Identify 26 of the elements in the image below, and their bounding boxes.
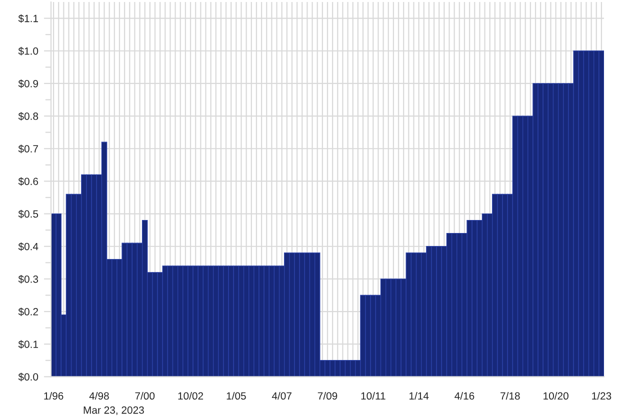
y-tick-label: $0.5 [18,210,38,218]
x-tick-label: 10/02 [178,392,204,400]
y-tick-label: $0.3 [18,275,38,284]
text: Mar 23, 2023 [84,406,144,416]
y-tick-label: $0.0 [18,372,38,382]
y-tick-label: $0.4 [18,242,38,251]
x-tick-label: 4/16 [454,392,474,400]
y-tick-label: $0.1 [18,340,38,349]
x-tick-label: 1/14 [409,392,429,400]
x-tick-label: 10/20 [544,392,568,400]
y-tick-label: $1.1 [18,14,38,23]
x-tick-label: 1/23 [592,392,612,400]
x-tick-label: 10/11 [361,392,386,400]
x-tick-label: 4/07 [272,392,292,400]
x-tick-label: 1/05 [226,392,246,400]
x-tick-label: 7/18 [500,392,520,400]
x-tick-label: 1/96 [44,392,64,400]
x-tick-label: 7/00 [135,392,155,400]
y-tick-label: $0.9 [18,80,38,88]
x-tick-label: 4/98 [89,392,109,400]
y-tick-label: $1.0 [18,46,38,56]
y-tick-label: $0.2 [18,308,38,316]
y-tick-label: $0.7 [18,144,38,154]
y-tick-label: $0.8 [18,112,38,121]
x-tick-label: 7/09 [318,392,338,400]
y-tick-label: $0.6 [18,177,38,186]
